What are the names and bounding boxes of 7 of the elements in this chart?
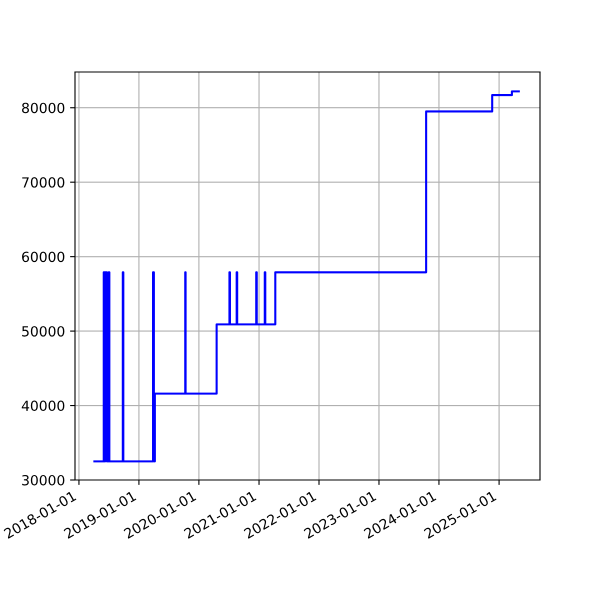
line-series xyxy=(93,90,520,462)
y-tick-label: 80000 xyxy=(22,102,64,114)
y-tick-label: 30000 xyxy=(22,474,64,486)
y-tick-label: 60000 xyxy=(22,252,64,262)
y-tick-label: 50000 xyxy=(22,326,64,337)
y-tick-label: 70000 xyxy=(22,177,64,188)
y-tick-label: 40000 xyxy=(22,400,64,412)
